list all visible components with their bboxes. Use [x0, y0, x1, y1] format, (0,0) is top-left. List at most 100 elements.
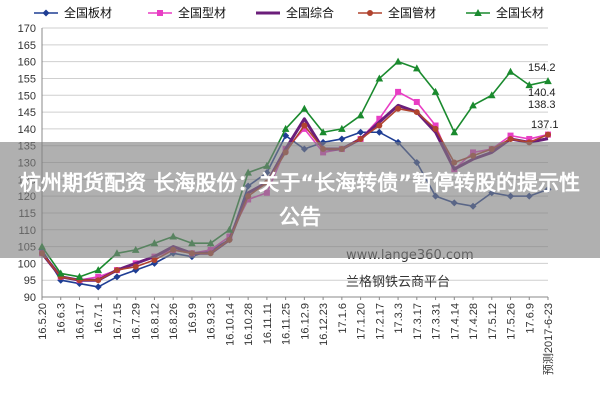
- x-tick-label: 16.12.23: [318, 303, 330, 346]
- legend-item-4: 全国管材: [358, 5, 436, 20]
- legend: 全国板材 全国型材 全国综合 全国管材 全国长材: [34, 5, 544, 20]
- x-tick-label: 16.7.29: [131, 303, 143, 340]
- point-marker: [413, 64, 421, 72]
- legend-label: 全国综合: [286, 5, 334, 20]
- x-tick-label: 16.6.17: [74, 303, 86, 340]
- y-tick-label: 100: [18, 258, 36, 270]
- point-marker: [367, 10, 373, 16]
- point-marker: [301, 122, 308, 129]
- point-marker: [356, 111, 365, 119]
- x-tick-label: 17.4.14: [449, 303, 461, 340]
- x-tick-label: 17.2.17: [374, 303, 386, 340]
- point-marker: [450, 128, 459, 136]
- point-marker: [545, 131, 551, 138]
- point-marker: [507, 132, 514, 139]
- point-marker: [376, 115, 383, 122]
- y-tick-label: 145: [18, 107, 36, 119]
- y-tick-label: 90: [24, 292, 36, 304]
- x-tick-label: 17.4.28: [468, 303, 480, 340]
- point-marker: [413, 98, 420, 105]
- legend-item-3: 全国综合: [256, 5, 334, 20]
- legend-label: 全国板材: [64, 5, 112, 20]
- x-tick-label: 16.7.1: [93, 303, 105, 334]
- end-value-label: 154.2: [528, 62, 556, 74]
- point-marker: [151, 257, 158, 264]
- x-tick-label: 16.12.9: [299, 303, 311, 340]
- point-marker: [132, 263, 139, 270]
- x-tick-label: 16.10.28: [243, 303, 255, 346]
- point-marker: [432, 122, 439, 129]
- headline-overlay: 杭州期货配资 长海股份：关于“长海转债”暂停转股的提示性公告: [0, 142, 600, 258]
- point-marker: [357, 128, 365, 136]
- point-marker: [357, 135, 364, 142]
- point-marker: [525, 81, 534, 89]
- x-tick-label: 17.1.20: [356, 303, 368, 340]
- y-tick-label: 95: [24, 275, 36, 287]
- point-marker: [469, 101, 477, 109]
- point-marker: [300, 104, 309, 112]
- point-marker: [375, 128, 383, 136]
- point-marker: [56, 269, 65, 277]
- x-tick-label: 16.7.15: [112, 303, 124, 340]
- point-marker: [95, 277, 102, 284]
- point-marker: [75, 272, 84, 280]
- x-tick-label: 16.9.9: [187, 303, 199, 334]
- point-marker: [157, 10, 163, 16]
- watermark-name: 兰格钢铁云商平台: [346, 274, 450, 290]
- point-marker: [432, 125, 439, 132]
- legend-label: 全国管材: [388, 5, 436, 20]
- x-tick-label: 17.5.12: [487, 303, 499, 340]
- y-tick-label: 140: [18, 124, 36, 136]
- point-marker: [487, 91, 496, 99]
- x-tick-label: 16.11.25: [281, 303, 293, 345]
- y-tick-label: 160: [18, 57, 36, 69]
- y-tick-label: 170: [18, 23, 36, 35]
- point-marker: [395, 88, 402, 95]
- point-marker: [113, 267, 120, 274]
- x-tick-label: 16.8.26: [168, 303, 180, 340]
- x-tick-label: 16.8.12: [149, 303, 161, 340]
- x-tick-label: 16.10.14: [224, 303, 236, 346]
- x-tick-label: 17.3.31: [431, 303, 443, 340]
- x-tick-label: 17.5.26: [506, 303, 518, 340]
- y-tick-label: 150: [18, 90, 36, 102]
- headline-text: 杭州期货配资 长海股份：关于“长海转债”暂停转股的提示性公告: [20, 171, 580, 229]
- end-value-label: 140.4: [528, 87, 556, 99]
- point-marker: [113, 273, 121, 281]
- legend-item-1: 全国板材: [34, 5, 112, 20]
- point-marker: [413, 109, 420, 116]
- legend-item-5: 全国长材: [466, 5, 544, 20]
- point-marker: [95, 273, 102, 280]
- point-marker: [319, 128, 327, 136]
- x-tick-label: 16.9.23: [206, 303, 218, 340]
- point-marker: [338, 124, 346, 132]
- point-marker: [301, 125, 308, 132]
- y-tick-label: 165: [18, 40, 36, 52]
- point-marker: [281, 124, 290, 132]
- point-marker: [376, 122, 383, 129]
- end-value-label: 138.3: [528, 99, 556, 111]
- point-marker: [526, 135, 533, 142]
- x-tick-label: 预测2017-6-23: [542, 303, 555, 375]
- x-tick-label: 16.5.20: [37, 303, 49, 340]
- point-marker: [395, 105, 402, 112]
- x-tick-label: 17.3.3: [393, 303, 405, 334]
- point-marker: [375, 74, 384, 82]
- point-marker: [394, 57, 402, 65]
- legend-item-2: 全国型材: [148, 5, 226, 20]
- x-tick-label: 16.6.3: [56, 303, 68, 334]
- point-marker: [474, 9, 482, 16]
- point-marker: [544, 77, 552, 85]
- x-tick-label: 17.1.6: [337, 303, 349, 334]
- point-marker: [338, 135, 346, 143]
- point-marker: [42, 9, 50, 17]
- x-tick-label: 16.11.11: [262, 303, 274, 344]
- legend-label: 全国长材: [496, 5, 544, 20]
- point-marker: [94, 283, 102, 291]
- point-marker: [507, 135, 514, 142]
- end-value-label: 137.1: [531, 119, 559, 131]
- x-tick-label: 17.3.17: [412, 303, 424, 340]
- x-tick-label: 17.6.9: [524, 303, 536, 334]
